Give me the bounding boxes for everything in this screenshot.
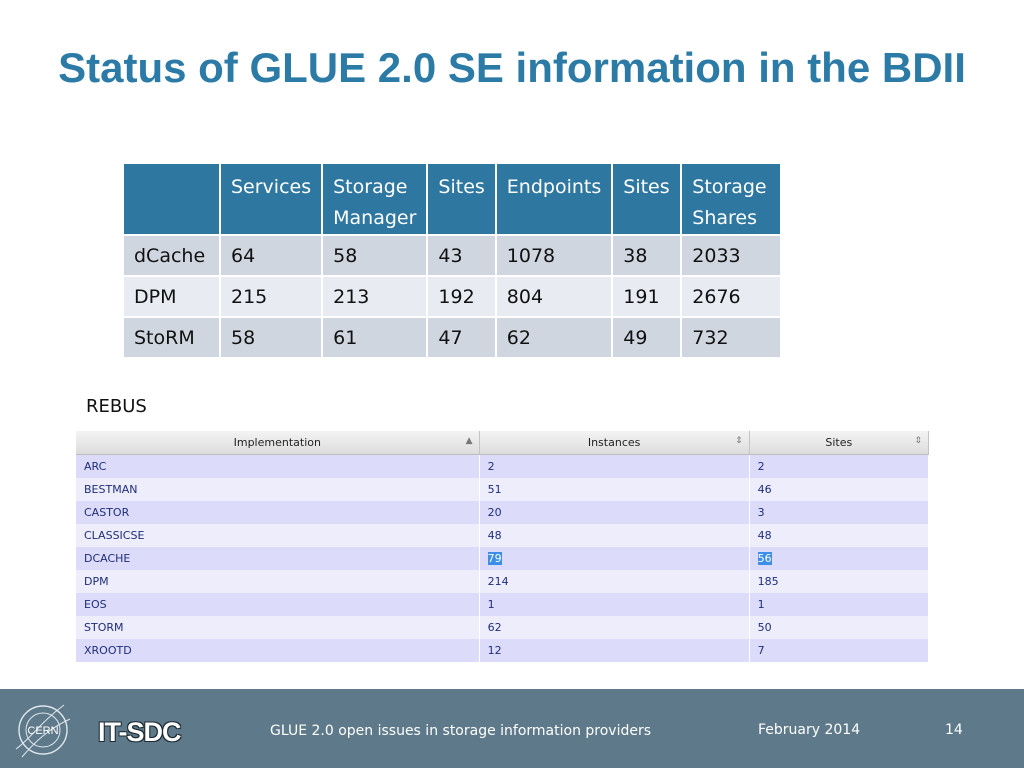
column-header-empty [122,162,221,236]
instances-cell: 12 [479,638,750,662]
table-row-selected[interactable]: DCACHE 79 56 [76,546,930,570]
table-cell: 1078 [494,234,614,277]
row-label: DPM [122,275,221,318]
selected-text: 79 [487,551,502,565]
table-header-row: Services Storage Manager Sites Endpoints… [122,162,783,236]
table-cell: 49 [611,316,683,359]
footer-bar: CERN IT-SDC GLUE 2.0 open issues in stor… [0,689,1024,768]
table-cell: 43 [426,234,497,277]
sites-cell: 185 [749,569,930,593]
rebus-header-row: Implementation ▲ Instances ⇕ Sites ⇕ [76,431,930,455]
column-header-storage-manager: Storage Manager [321,162,429,236]
implementation-cell: EOS [76,592,480,616]
table-cell: 58 [321,234,429,277]
instances-cell: 2 [479,454,750,478]
table-cell: 804 [494,275,614,318]
sites-cell: 2 [749,454,930,478]
table-row[interactable]: XROOTD 12 7 [76,638,930,662]
footer-date: February 2014 [758,722,861,738]
column-header-sites[interactable]: Sites ⇕ [749,431,930,455]
table-row[interactable]: CASTOR 20 3 [76,500,930,524]
table-cell: 732 [680,316,783,359]
footer-subject: GLUE 2.0 open issues in storage informat… [270,723,652,739]
column-header-instances[interactable]: Instances ⇕ [479,431,750,455]
instances-cell: 62 [479,615,750,639]
table-cell: 58 [218,316,324,359]
column-header-sites-2: Sites [611,162,683,236]
rebus-table: Implementation ▲ Instances ⇕ Sites ⇕ ARC… [76,431,930,662]
table-row[interactable]: DPM 214 185 [76,569,930,593]
implementation-cell: CASTOR [76,500,480,524]
instances-cell: 51 [479,477,750,501]
instances-cell: 1 [479,592,750,616]
instances-cell: 214 [479,569,750,593]
rebus-label: REBUS [86,396,147,417]
table-cell: 61 [321,316,429,359]
column-header-endpoints: Endpoints [494,162,614,236]
slide-title: Status of GLUE 2.0 SE information in the… [58,44,966,91]
table-row: dCache 64 58 43 1078 38 2033 [122,234,783,277]
implementation-cell: DPM [76,569,480,593]
table-row[interactable]: STORM 62 50 [76,615,930,639]
table-cell: 191 [611,275,683,318]
column-header-sites: Sites [426,162,497,236]
cern-logo-text: CERN [27,725,58,737]
table-cell: 213 [321,275,429,318]
implementation-cell: STORM [76,615,480,639]
table-row[interactable]: EOS 1 1 [76,592,930,616]
column-header-label: Sites [825,436,853,449]
table-cell: 62 [494,316,614,359]
table-row[interactable]: CLASSICSE 48 48 [76,523,930,547]
column-header-label: Implementation [233,436,321,449]
column-header-label: Instances [587,436,641,449]
sites-cell: 50 [749,615,930,639]
instances-cell: 79 [479,546,750,570]
glue-bdii-table: Services Storage Manager Sites Endpoints… [122,162,783,359]
column-header-services: Services [218,162,324,236]
table-row: StoRM 58 61 47 62 49 732 [122,316,783,359]
table-row[interactable]: BESTMAN 51 46 [76,477,930,501]
instances-cell: 20 [479,500,750,524]
cern-logo-icon: CERN [15,704,71,758]
row-label: dCache [122,234,221,277]
department-label: IT-SDC [98,717,182,747]
page-number: 14 [945,722,963,738]
sort-both-icon[interactable]: ⇕ [914,436,922,446]
implementation-cell: DCACHE [76,546,480,570]
table-row: DPM 215 213 192 804 191 2676 [122,275,783,318]
implementation-cell: BESTMAN [76,477,480,501]
table-row[interactable]: ARC 2 2 [76,454,930,478]
column-header-implementation[interactable]: Implementation ▲ [76,431,480,455]
sites-cell: 3 [749,500,930,524]
implementation-cell: CLASSICSE [76,523,480,547]
table-cell: 2676 [680,275,783,318]
sites-cell: 1 [749,592,930,616]
sort-ascending-icon[interactable]: ▲ [465,436,473,446]
sort-both-icon[interactable]: ⇕ [735,436,743,446]
row-label: StoRM [122,316,221,359]
table-cell: 38 [611,234,683,277]
selected-text: 56 [757,551,772,565]
implementation-cell: XROOTD [76,638,480,662]
table-cell: 215 [218,275,324,318]
table-cell: 192 [426,275,497,318]
instances-cell: 48 [479,523,750,547]
sites-cell: 56 [749,546,930,570]
sites-cell: 7 [749,638,930,662]
table-cell: 2033 [680,234,783,277]
implementation-cell: ARC [76,454,480,478]
table-cell: 47 [426,316,497,359]
sites-cell: 46 [749,477,930,501]
table-cell: 64 [218,234,324,277]
column-header-storage-shares: Storage Shares [680,162,783,236]
sites-cell: 48 [749,523,930,547]
